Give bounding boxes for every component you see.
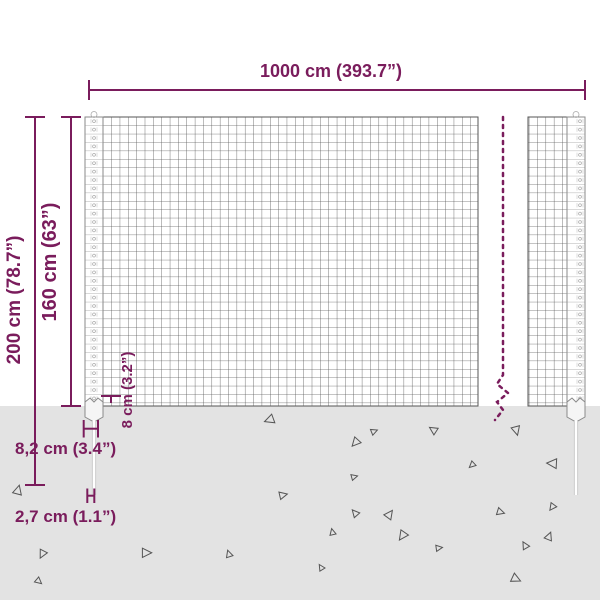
- svg-text:200 cm (78.7”): 200 cm (78.7”): [4, 236, 25, 365]
- svg-text:8 cm (3.2”): 8 cm (3.2”): [119, 352, 136, 429]
- svg-text:160 cm (63”): 160 cm (63”): [39, 203, 61, 322]
- svg-text:8,2 cm (3.4”): 8,2 cm (3.4”): [15, 439, 116, 458]
- svg-text:2,7 cm (1.1”): 2,7 cm (1.1”): [15, 507, 116, 526]
- svg-text:1000 cm (393.7”): 1000 cm (393.7”): [260, 61, 402, 81]
